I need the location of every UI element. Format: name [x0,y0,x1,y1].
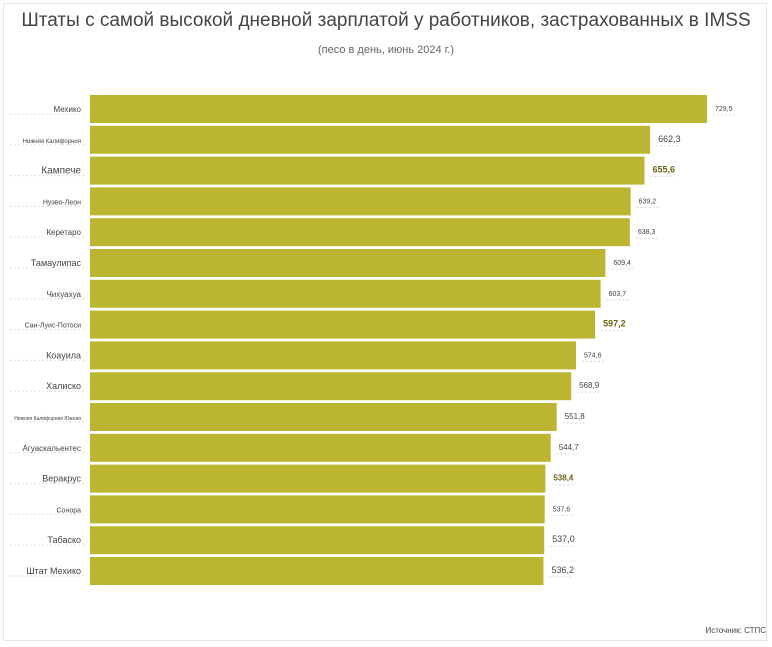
value-label: 603,7 [609,291,627,298]
bar [90,279,601,308]
category-label: Коауила [46,350,81,360]
value-label: 536,2 [552,565,575,575]
category-label: Халиско [46,381,81,391]
category-label: Нижняя Калифорния Южная [14,416,81,422]
value-label: 568,9 [579,381,600,390]
value-label: 544,7 [559,443,580,452]
category-label: Штат Мехико [26,566,81,576]
category-label: Тамаулипас [31,258,82,268]
bar [90,218,630,247]
source-note: Источник: СТПС [705,626,766,635]
value-label: 729,5 [715,106,733,113]
value-label: 655,6 [652,165,675,175]
bar [90,249,606,277]
chart-title: Штаты с самой высокой дневной зарплатой … [21,10,751,31]
category-label: Чихуахуа [46,290,81,299]
bar [90,125,651,154]
bar [90,156,645,185]
category-label: Керетаро [46,228,81,237]
category-label: Табаско [47,535,81,545]
bar [90,372,572,401]
value-label: 551,8 [565,412,586,421]
bar [90,310,596,339]
bar [90,341,576,370]
value-label: 662,3 [658,134,681,144]
bar [90,495,545,524]
chart-subtitle: (песо в день, июнь 2024 г.) [317,44,455,56]
category-label: Мехико [53,105,81,114]
value-label: 538,4 [553,474,574,483]
value-label: 639,2 [639,198,657,205]
bar [90,403,557,431]
category-label: Кампече [41,166,81,177]
bar [90,557,544,585]
category-label: Сонора [57,507,82,514]
value-label: 638,3 [638,229,656,236]
bar [90,95,707,123]
bar [90,526,545,555]
category-label: Сан-Луис-Потоси [25,323,81,330]
category-label: Веракрус [42,474,81,484]
bar [90,464,546,493]
chart-frame [3,3,767,641]
value-label: 537,6 [553,506,571,513]
bar [90,187,631,216]
category-label: Нуэво-Леон [43,199,81,206]
category-label: Агуаскальентес [23,444,81,453]
value-label: 574,6 [584,352,602,359]
value-label: 597,2 [603,319,626,329]
bar [90,433,551,462]
category-label: Нижняя Калифорния [23,139,81,145]
value-label: 537,0 [552,534,575,544]
value-label: 609,4 [613,260,631,267]
